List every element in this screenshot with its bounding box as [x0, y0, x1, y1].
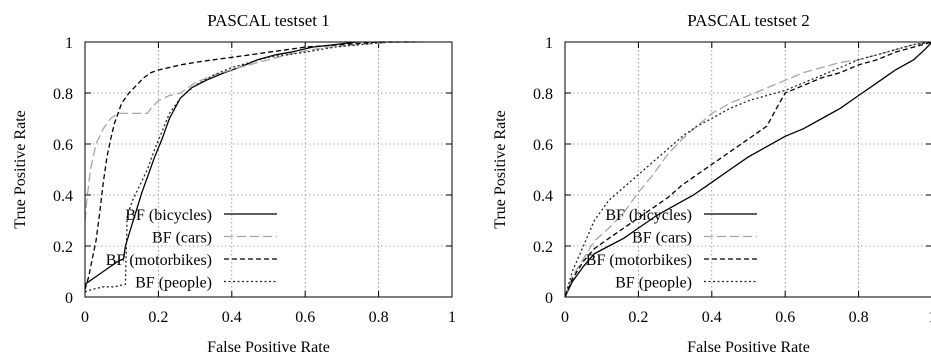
series-line-people	[84, 41, 386, 293]
legend-label-motorbikes: BF (motorbikes)	[106, 252, 212, 269]
chart-title: PASCAL testset 1	[207, 11, 330, 30]
y-tick-label: 0.6	[53, 137, 73, 154]
x-tick-label: 0.2	[148, 309, 168, 326]
chart-panel-testset-1: PASCAL testset 1 0 0.2 0.4 0.6 0.8 1 0 0.2 0.4 0.6…	[12, 11, 456, 356]
y-axis-label: True Positive Rate	[12, 110, 29, 229]
y-axis-label: True Positive Rate	[492, 110, 509, 229]
series-line-motorbikes	[564, 41, 931, 298]
series-line-cars	[84, 41, 423, 221]
x-tick-label: 0.6	[775, 309, 795, 326]
y-tick-label: 0.8	[53, 86, 73, 103]
legend-label-bicycles: BF (bicycles)	[125, 207, 212, 224]
series-line-motorbikes	[84, 41, 416, 290]
x-tick-label: 1	[448, 309, 456, 326]
y-tick-label: 0.2	[53, 239, 73, 256]
y-tick-label: 0.4	[533, 188, 553, 205]
y-tick-label: 0.4	[53, 188, 73, 205]
x-tick-label: 0.2	[628, 309, 648, 326]
x-tick-label: 0.4	[702, 309, 722, 326]
x-tick-label: 0.8	[369, 309, 389, 326]
y-tick-label: 0	[65, 290, 73, 307]
legend-label-motorbikes: BF (motorbikes)	[586, 252, 692, 269]
plot-frame	[564, 41, 931, 298]
y-tick-label: 0.6	[533, 137, 553, 154]
y-tick-label: 0.8	[533, 86, 553, 103]
x-tick-label: 0	[81, 309, 89, 326]
chart-panel-testset-2: PASCAL testset 2 0 0.2 0.4 0.6 0.8 1 0 0.2 0.4 0.6…	[492, 11, 931, 356]
legend: BF (bicycles) BF (cars) BF (motorbikes) BF …	[106, 207, 277, 292]
legend-label-people: BF (people)	[615, 275, 692, 292]
legend: BF (bicycles) BF (cars) BF (motorbikes) BF …	[586, 207, 757, 292]
x-tick-label: 0.8	[849, 309, 869, 326]
legend-label-people: BF (people)	[135, 275, 212, 292]
x-tick-label: 0.6	[295, 309, 315, 326]
x-tick-label: 0.4	[222, 309, 242, 326]
x-tick-label: 1	[928, 309, 931, 326]
chart-title: PASCAL testset 2	[687, 11, 810, 30]
x-axis-label: False Positive Rate	[687, 339, 810, 356]
y-tick-label: 0.2	[533, 239, 553, 256]
plot-frame	[84, 41, 453, 298]
series-line-bicycles	[84, 41, 357, 285]
x-tick-label: 0	[561, 309, 569, 326]
y-tick-label: 0	[545, 290, 553, 307]
series-line-bicycles	[564, 42, 931, 298]
x-axis-label: False Positive Rate	[207, 339, 330, 356]
y-tick-label: 1	[545, 35, 553, 52]
legend-label-cars: BF (cars)	[152, 230, 212, 247]
legend-label-bicycles: BF (bicycles)	[605, 207, 692, 224]
series-line-people	[564, 41, 931, 298]
legend-label-cars: BF (cars)	[632, 230, 692, 247]
y-tick-label: 1	[65, 35, 73, 52]
